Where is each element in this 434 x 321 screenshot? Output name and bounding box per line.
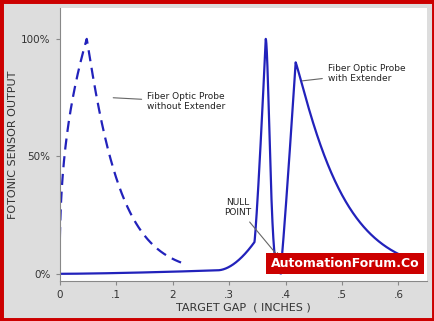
Text: Fiber Optic Probe
without Extender: Fiber Optic Probe without Extender xyxy=(113,92,225,111)
X-axis label: TARGET GAP  ( INCHES ): TARGET GAP ( INCHES ) xyxy=(175,303,310,313)
Text: AutomationForum.Co: AutomationForum.Co xyxy=(270,257,418,270)
Text: Fiber Optic Probe
with Extender: Fiber Optic Probe with Extender xyxy=(302,64,404,83)
Y-axis label: FOTONIC SENSOR OUTPUT: FOTONIC SENSOR OUTPUT xyxy=(8,70,18,219)
Text: NULL
POINT: NULL POINT xyxy=(224,198,278,256)
